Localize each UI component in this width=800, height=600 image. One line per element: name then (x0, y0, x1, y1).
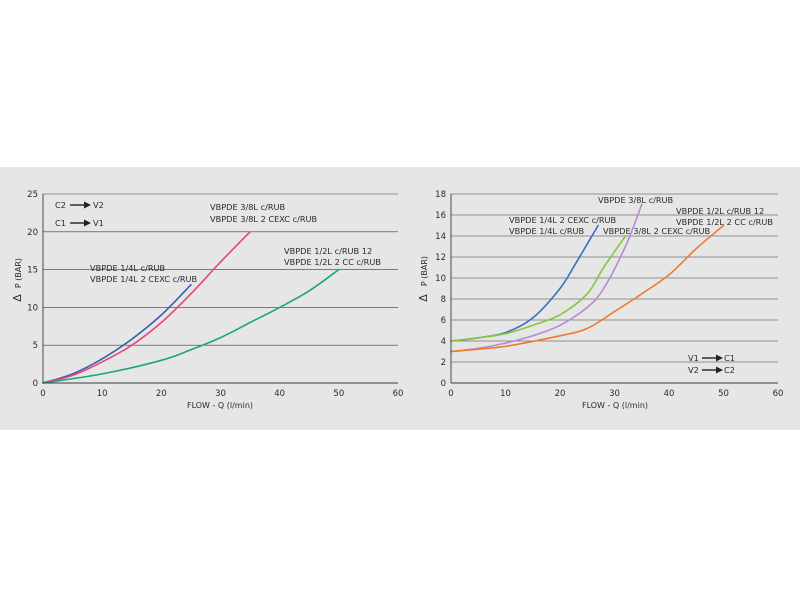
left-x-tick-label: 0 (40, 389, 45, 399)
right-y-tick-label: 2 (441, 358, 446, 368)
left-y-tick-label: 0 (33, 379, 38, 389)
right-x-tick-label: 50 (718, 389, 729, 399)
left-chart: 0 5 10 15 20 25 0 10 20 30 40 50 60 FLOW - Q (l/min)… (11, 190, 403, 410)
right-x-tick-label: 10 (500, 389, 511, 399)
left-series-vbpde-1-2l-c-rub-12 (42, 268, 340, 384)
right-annot-14-1: VBPDE 1/4L 2 CEXC c/RUB (509, 215, 617, 225)
right-x-axis-label: FLOW - Q (l/min) (582, 401, 648, 410)
right-annot-14-2: VBPDE 1/4L c/RUB (509, 226, 585, 236)
left-y-tick-label: 20 (27, 228, 38, 238)
right-y-tick-label: 16 (435, 211, 446, 221)
right-y-axis-label: P (BAR) (420, 256, 429, 286)
left-y-tick-label: 10 (27, 303, 38, 313)
right-chart: 0 2 4 6 8 10 12 14 16 18 0 10 20 30 40 50 60 FLOW - Q (l… (417, 190, 783, 410)
right-dir1-arrow-icon (716, 354, 723, 362)
right-annot-12-2: VBPDE 1/2L 2 CC c/RUB (676, 217, 773, 227)
right-y-axis-delta: Δ (417, 294, 430, 302)
left-dir2-to: V1 (93, 218, 104, 228)
right-dir1-to: C1 (724, 353, 735, 363)
right-y-tick-label: 12 (435, 253, 446, 263)
left-annot-14-2: VBPDE 1/4L 2 CEXC c/RUB (90, 274, 198, 284)
right-direction-legend: V1 C1 V2 C2 (688, 353, 735, 375)
left-series-vbpde-1-4l-c-rub (42, 283, 192, 384)
left-annot-12-2: VBPDE 1/2L 2 CC c/RUB (284, 257, 381, 267)
left-x-tick-label: 30 (215, 389, 226, 399)
right-annot-38: VBPDE 3/8L c/RUB (598, 195, 674, 205)
right-series-vbpde-1-4l-2-cexc-c-rub (450, 235, 627, 342)
left-x-tick-label: 50 (333, 389, 344, 399)
right-annot-38-2: VBPDE 3/8L 2 CEXC c/RUB (603, 226, 711, 236)
left-y-tick-label: 15 (27, 266, 38, 276)
right-y-tick-label: 0 (441, 379, 446, 389)
left-dir2-arrow-icon (84, 219, 91, 227)
left-series-vbpde-3-8l-c-rub (42, 231, 251, 384)
left-x-tick-label: 60 (393, 389, 404, 399)
right-y-tick-label: 6 (441, 316, 446, 326)
right-y-tick-label: 18 (435, 190, 446, 200)
charts-panel: 0 5 10 15 20 25 0 10 20 30 40 50 60 FLOW - Q (l/min)… (0, 167, 800, 430)
right-x-tick-label: 30 (609, 389, 620, 399)
right-x-tick-label: 60 (773, 389, 784, 399)
left-dir1-from: C2 (55, 200, 66, 210)
right-y-tick-label: 14 (435, 232, 446, 242)
left-dir2-from: C1 (55, 218, 66, 228)
left-annot-12-1: VBPDE 1/2L c/RUB 12 (284, 246, 372, 256)
right-x-tick-label: 0 (448, 389, 453, 399)
right-x-tick-label: 40 (664, 389, 675, 399)
left-x-axis-label: FLOW - Q (l/min) (187, 401, 253, 410)
right-dir2-from: V2 (688, 365, 699, 375)
right-dir2-arrow-icon (716, 366, 723, 374)
right-y-tick-label: 10 (435, 274, 446, 284)
right-x-tick-label: 20 (555, 389, 566, 399)
left-y-axis-delta: Δ (11, 294, 24, 302)
right-series-vbpde-3-8l-c-rub (450, 203, 643, 353)
left-dir1-to: V2 (93, 200, 104, 210)
left-annot-14-1: VBPDE 1/4L c/RUB (90, 263, 166, 273)
left-x-tick-label: 20 (156, 389, 167, 399)
right-y-tick-label: 8 (441, 295, 446, 305)
right-series-vbpde-1-2l-c-rub-12 (450, 224, 725, 353)
left-y-tick-label: 5 (33, 341, 38, 351)
left-x-tick-label: 40 (274, 389, 285, 399)
left-direction-legend: C2 V2 C1 V1 (55, 200, 104, 228)
right-dir1-from: V1 (688, 353, 699, 363)
left-y-axis-label: P (BAR) (14, 258, 23, 288)
left-annot-38-2: VBPDE 3/8L 2 CEXC c/RUB (210, 214, 318, 224)
right-dir2-to: C2 (724, 365, 735, 375)
left-x-tick-label: 10 (97, 389, 108, 399)
left-dir1-arrow-icon (84, 201, 91, 209)
right-series-vbpde-1-4l-c-rub (450, 224, 599, 342)
left-annot-38-1: VBPDE 3/8L c/RUB (210, 202, 286, 212)
right-annot-12-1: VBPDE 1/2L c/RUB 12 (676, 206, 764, 216)
left-y-tick-label: 25 (27, 190, 38, 200)
right-y-tick-label: 4 (441, 337, 446, 347)
